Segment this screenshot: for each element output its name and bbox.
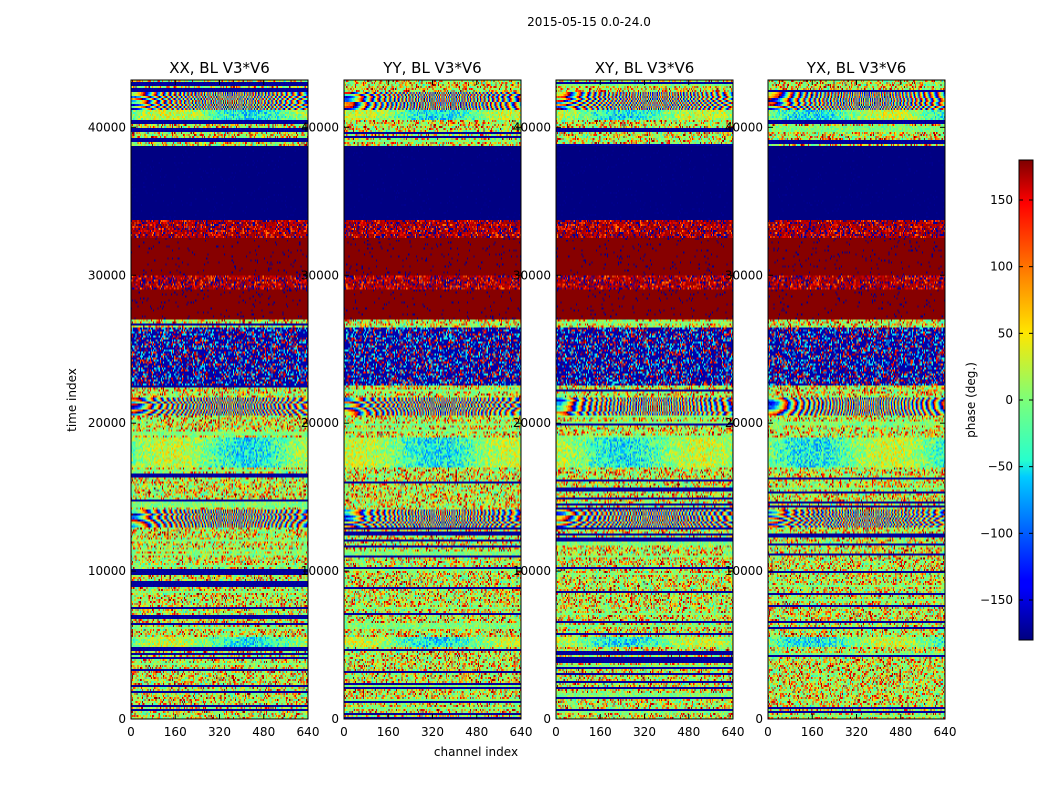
y-tick-label: 40000	[88, 120, 126, 134]
y-tick-label: 20000	[301, 416, 339, 430]
panel-4: YX, BL V3*V6 0 160 320 480 640 0 10000 20000 3000…	[725, 59, 957, 739]
y-tick-label: 0	[331, 712, 339, 726]
colorbar-tick-label: 100	[990, 260, 1013, 274]
y-tick-label: 0	[118, 712, 126, 726]
x-tick-label: 640	[510, 725, 533, 739]
x-tick-label: 0	[340, 725, 348, 739]
panel-1: XX, BL V3*V6 0 160 320 480 640 0 10000 20000 3000…	[88, 59, 320, 739]
x-tick-label: 0	[552, 725, 560, 739]
y-tick-label: 30000	[88, 268, 126, 282]
colorbar: −150 −100 −50 0 50 100 150 phase (deg.)	[964, 159, 1034, 641]
y-tick-label: 40000	[301, 120, 339, 134]
panel-title: YX, BL V3*V6	[806, 59, 907, 77]
x-axis-label: channel index	[434, 745, 518, 759]
y-tick-label: 0	[543, 712, 551, 726]
y-tick-label: 20000	[725, 416, 763, 430]
figure-title: 2015-05-15 0.0-24.0	[527, 15, 651, 29]
colorbar-tick-label: 0	[1005, 393, 1013, 407]
y-tick-label: 10000	[513, 564, 551, 578]
x-tick-label: 640	[934, 725, 957, 739]
panels-group: XX, BL V3*V6 0 160 320 480 640 0 10000 20000 3000…	[88, 59, 957, 739]
x-tick-label: 480	[465, 725, 488, 739]
x-tick-label: 640	[722, 725, 745, 739]
y-tick-label: 30000	[725, 268, 763, 282]
x-tick-label: 0	[127, 725, 135, 739]
x-tick-label: 160	[164, 725, 187, 739]
heatmap-panel-1	[131, 80, 308, 719]
y-tick-label: 20000	[88, 416, 126, 430]
colorbar-tick-label: −150	[980, 593, 1013, 607]
colorbar-tick-label: 50	[998, 326, 1013, 340]
x-tick-label: 160	[801, 725, 824, 739]
y-tick-label: 40000	[725, 120, 763, 134]
heatmap-panel-3	[556, 80, 733, 719]
x-tick-label: 320	[845, 725, 868, 739]
x-tick-label: 480	[889, 725, 912, 739]
y-tick-label: 10000	[301, 564, 339, 578]
x-tick-label: 160	[377, 725, 400, 739]
y-tick-label: 40000	[513, 120, 551, 134]
colorbar-ticks: −150 −100 −50 0 50 100 150	[980, 193, 1033, 607]
x-tick-label: 0	[764, 725, 772, 739]
panel-2: YY, BL V3*V6 0 160 320 480 640 0 10000 20000 3000…	[301, 59, 533, 739]
x-tick-label: 320	[421, 725, 444, 739]
colorbar-tick-label: −50	[988, 460, 1013, 474]
y-tick-label: 0	[755, 712, 763, 726]
colorbar-tick-label: −100	[980, 526, 1013, 540]
panel-3: XY, BL V3*V6 0 160 320 480 640 0 10000 20000 3000…	[513, 59, 745, 739]
colorbar-tick-label: 150	[990, 193, 1013, 207]
panel-title: XX, BL V3*V6	[169, 59, 270, 77]
y-tick-label: 10000	[725, 564, 763, 578]
y-tick-label: 30000	[301, 268, 339, 282]
y-tick-label: 30000	[513, 268, 551, 282]
y-tick-label: 10000	[88, 564, 126, 578]
x-tick-label: 320	[208, 725, 231, 739]
x-tick-label: 640	[297, 725, 320, 739]
heatmap-panel-4	[768, 80, 945, 719]
heatmap-panel-2	[344, 80, 521, 719]
x-tick-label: 320	[633, 725, 656, 739]
x-tick-label: 480	[252, 725, 275, 739]
panel-title: XY, BL V3*V6	[595, 59, 695, 77]
panel-title: YY, BL V3*V6	[382, 59, 481, 77]
y-tick-label: 20000	[513, 416, 551, 430]
x-tick-label: 480	[677, 725, 700, 739]
x-tick-label: 160	[589, 725, 612, 739]
y-axis-label: time index	[65, 368, 79, 432]
colorbar-label: phase (deg.)	[964, 362, 978, 438]
